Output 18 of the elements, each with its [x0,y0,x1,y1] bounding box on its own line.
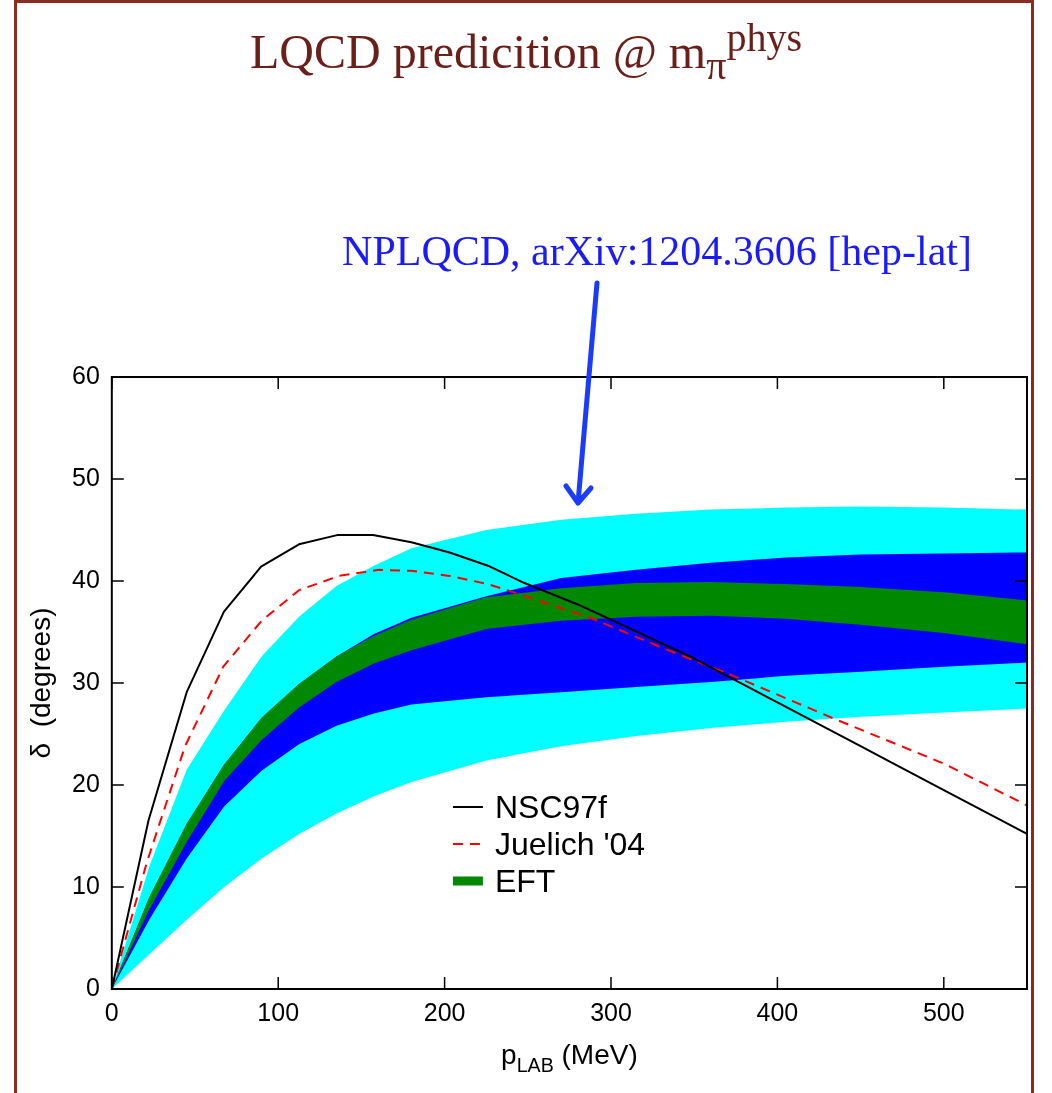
x-tick-label: 500 [922,997,965,1026]
legend-label: EFT [494,862,556,899]
text: NPLQCD, arXiv:1204.3606 [hep-lat] [342,228,972,274]
y-tick-label: 40 [72,564,100,593]
y-tick-label: 10 [72,870,100,899]
x-tick-label: 0 [104,997,119,1026]
y-axis-title: δ (degrees) [24,607,56,759]
x-tick-label: 200 [423,997,466,1026]
legend-label: Juelich '04 [494,825,646,862]
x-tick-label: 300 [590,997,632,1026]
legend-label: NSC97f [494,788,608,825]
x-tick-label: 400 [756,997,799,1026]
y-tick-label: 30 [72,666,100,695]
y-tick-label: 20 [72,768,100,797]
y-tick-label: 50 [72,462,100,491]
y-tick-label: 0 [85,972,100,1001]
y-tick-label: 60 [72,360,100,389]
x-tick-label: 100 [257,997,300,1026]
